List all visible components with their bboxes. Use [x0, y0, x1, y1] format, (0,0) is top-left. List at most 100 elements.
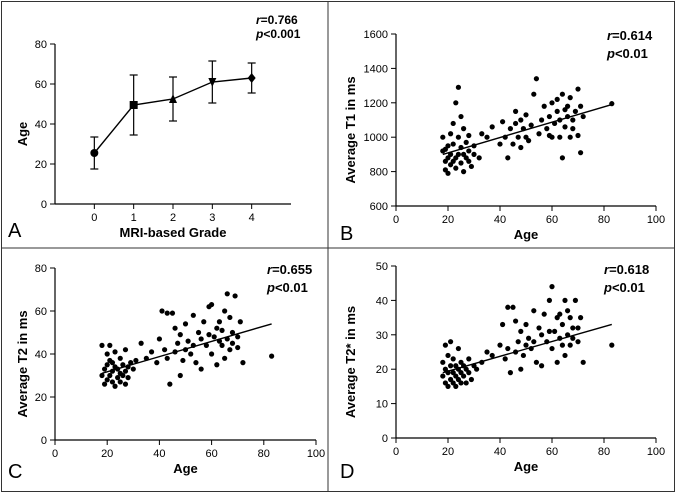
panel-b-point-65: [554, 108, 560, 114]
panel-b-y-tick-label: 1600: [364, 29, 388, 41]
panel-b-x-tick-label: 0: [393, 214, 399, 226]
panel-d-point-48: [523, 321, 529, 328]
panel-b: 600 800 1000 1200 1400 1600 0 20 40 60 80 100 Age Ave…: [340, 28, 665, 245]
panel-c-point-26: [125, 364, 131, 370]
panel-c-point-33: [148, 349, 155, 355]
panel-c-point-83: [240, 360, 246, 366]
panel-c-y-tick-label: 0: [41, 435, 47, 447]
panel-c-point-46: [177, 332, 183, 338]
panel-c-point-24: [122, 368, 129, 374]
panel-b-point-35: [479, 131, 485, 137]
panel-b-point-10: [448, 131, 454, 137]
panel-d-point-28: [466, 356, 472, 362]
panel-b-point-80: [575, 132, 581, 139]
panel-c-letter: C: [8, 461, 22, 483]
panel-b-point-43: [510, 141, 516, 147]
panel-b-point-83: [578, 103, 584, 109]
panel-a-marker-3: [208, 78, 217, 87]
panel-b-point-52: [526, 138, 532, 144]
panel-b-y-tick-label: 800: [370, 167, 388, 179]
panel-a-x-axis-label: MRI-based Grade: [120, 225, 227, 240]
panel-c-point-56: [198, 336, 204, 342]
panel-d-point-73: [565, 308, 571, 314]
panel-d-point-40: [507, 370, 513, 376]
panel-b-y-axis-label: Average T1 in ms: [343, 76, 358, 183]
panel-c-point-15: [112, 349, 118, 355]
panel-d-point-61: [546, 297, 553, 303]
panel-a-y-axis-label: Age: [15, 122, 30, 147]
panel-d-point-20: [458, 380, 464, 386]
panel-d-point-53: [531, 339, 537, 345]
panel-b-point-54: [531, 91, 537, 97]
panel-d-x-tick-label: 100: [647, 446, 665, 458]
panel-a-x-tick-label: 2: [170, 212, 176, 224]
panel-b-point-17: [455, 151, 461, 157]
panel-c-point-1: [99, 342, 105, 348]
panel-b-point-79: [572, 108, 579, 114]
panel-d-x-tick-label: 20: [442, 446, 454, 458]
panel-c-y-tick-label: 80: [35, 263, 47, 275]
panel-d-point-54: [533, 359, 540, 365]
panel-c-point-50: [185, 338, 191, 344]
panel-d-point-59: [544, 339, 550, 345]
panel-c-point-29: [130, 366, 136, 372]
panel-b-x-axis-label: Age: [514, 227, 539, 242]
panel-d-y-tick-label: 0: [382, 433, 388, 445]
panel-b-point-42: [507, 126, 513, 132]
panel-b-point-12: [450, 141, 456, 147]
panel-b-x-tick-label: 40: [494, 214, 506, 226]
panel-d-point-60: [546, 328, 553, 334]
panel-b-point-73: [565, 103, 571, 109]
panel-b-point-53: [528, 122, 534, 128]
panel-b-point-27: [463, 139, 469, 145]
panel-b-point-33: [471, 143, 477, 149]
panel-b-point-68: [557, 134, 563, 140]
panel-b-point-9: [448, 151, 454, 157]
panel-c-point-67: [216, 338, 223, 344]
panel-b-point-55: [533, 76, 540, 82]
panel-b-point-41: [505, 155, 511, 161]
panel-c-point-69: [219, 342, 225, 348]
panel-c-point-17: [115, 366, 121, 372]
panel-b-point-64: [552, 120, 558, 127]
panel-d-point-70: [559, 321, 566, 328]
panel-c-point-72: [222, 355, 228, 361]
panel-d-x-axis-label: Age: [514, 459, 539, 474]
panel-c-point-23: [122, 381, 129, 387]
panel-b-point-45: [513, 108, 519, 114]
panel-d-point-69: [559, 342, 566, 348]
panel-b-point-40: [502, 134, 508, 140]
panel-d-point-4: [442, 342, 448, 348]
panel-d-point-56: [539, 332, 545, 338]
panel-a-marker-0: [90, 149, 99, 157]
panel-d-point-63: [549, 345, 555, 352]
panel-d: 0 10 20 30 40 50 0 20 40 60 80 100 Age Average T2* in…: [340, 261, 665, 483]
panel-b-point-16: [453, 100, 459, 106]
panel-c-point-76: [227, 314, 233, 321]
panel-b-point-39: [500, 119, 506, 125]
panel-a-x-tick-label: 4: [249, 212, 255, 224]
panel-d-point-62: [549, 284, 555, 290]
panel-b-point-13: [450, 120, 456, 127]
panel-d-point-75: [567, 342, 573, 348]
panel-a-y-tick-label: 20: [35, 159, 47, 171]
panel-c-point-47: [180, 357, 186, 364]
panel-c-point-42: [172, 325, 178, 331]
panel-b-point-60: [546, 113, 553, 120]
panel-b-point-78: [570, 126, 576, 132]
panel-b-point-32: [471, 151, 477, 157]
panel-b-point-81: [575, 86, 581, 92]
panel-c-point-6: [104, 351, 110, 357]
panel-c-point-77: [229, 329, 236, 336]
panel-c-point-60: [206, 332, 212, 338]
panel-b-point-1: [440, 134, 446, 140]
panel-d-point-49: [523, 342, 529, 348]
panel-b-point-57: [539, 117, 545, 123]
panel-d-point-43: [513, 349, 519, 355]
panel-c-point-22: [120, 362, 126, 368]
panel-d-point-74: [565, 332, 571, 338]
panel-b-x-tick-label: 20: [442, 214, 454, 226]
panel-d-y-tick-label: 10: [376, 399, 388, 411]
